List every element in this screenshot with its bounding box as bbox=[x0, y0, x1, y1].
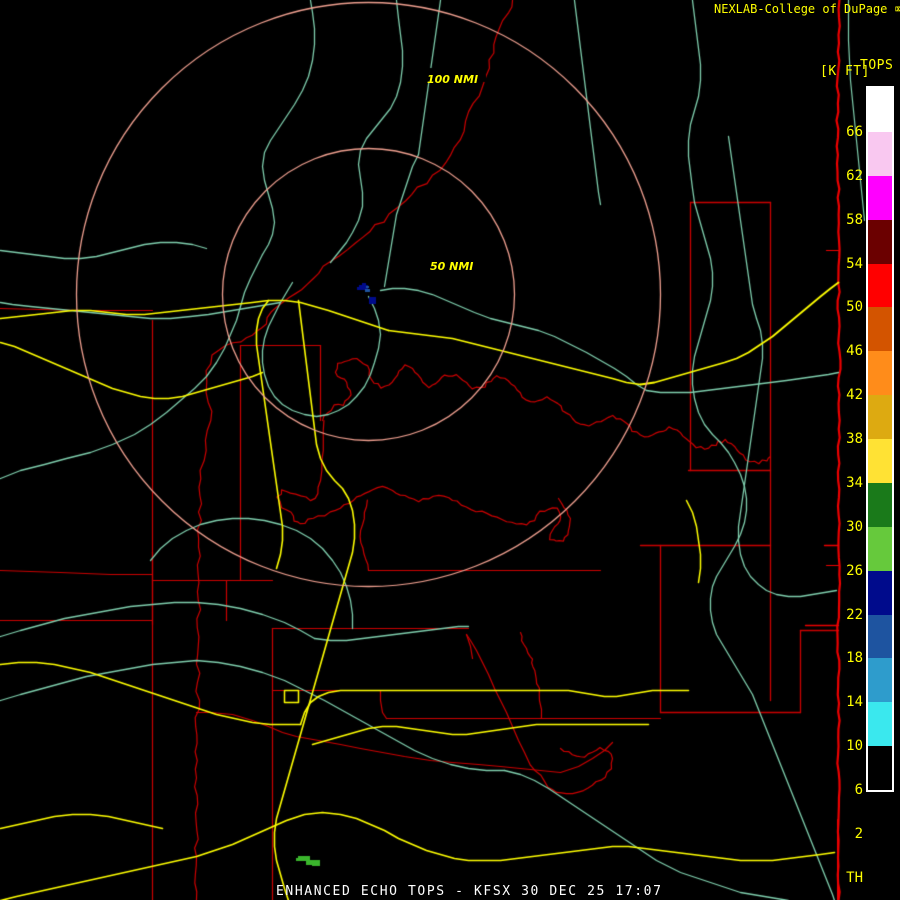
colorbar-tick-18: 18 bbox=[846, 650, 863, 667]
header-credit-label: NEXLAB-College of DuPage ⌧ bbox=[714, 2, 900, 16]
colorbar-band-54 bbox=[868, 219, 892, 264]
colorbar-tick-54: 54 bbox=[846, 255, 863, 272]
colorbar-tick-66: 66 bbox=[846, 123, 863, 140]
colorbar-band-10 bbox=[868, 702, 892, 747]
colorbar-band-58 bbox=[868, 175, 892, 220]
colorbar-tick-22: 22 bbox=[846, 606, 863, 623]
colorbar-tick-42: 42 bbox=[846, 387, 863, 404]
colorbar-band-14 bbox=[868, 658, 892, 703]
colorbar-band-34 bbox=[868, 439, 892, 483]
colorbar-tick-62: 62 bbox=[846, 167, 863, 184]
range-ring-label-50nmi: 50 NMI bbox=[430, 260, 474, 273]
colorbar-tick-th: TH bbox=[846, 869, 863, 886]
colorbar-tick-6: 6 bbox=[854, 782, 863, 798]
colorbar-band-42 bbox=[868, 351, 892, 396]
colorbar[interactable] bbox=[866, 86, 894, 792]
colorbar-units-label: [K FT] bbox=[820, 64, 870, 79]
colorbar-band-30 bbox=[868, 482, 892, 527]
colorbar-band-62 bbox=[868, 131, 892, 176]
colorbar-tick-labels: 66 62 58 54 50 46 42 38 34 30 26 22 18 14 10 6 2 TH bbox=[831, 86, 865, 886]
footer-status-label: ENHANCED ECHO TOPS - KFSX 30 DEC 25 17:0… bbox=[276, 884, 663, 899]
colorbar-tick-46: 46 bbox=[846, 343, 863, 360]
colorbar-tick-10: 10 bbox=[846, 738, 863, 755]
colorbar-band-50 bbox=[868, 263, 892, 308]
colorbar-band-18 bbox=[868, 614, 892, 659]
colorbar-tick-2: 2 bbox=[854, 825, 863, 842]
colorbar-tick-30: 30 bbox=[846, 518, 863, 535]
colorbar-band-6 bbox=[868, 746, 892, 790]
colorbar-tick-34: 34 bbox=[846, 474, 863, 491]
colorbar-band-46 bbox=[868, 307, 892, 352]
colorbar-tick-58: 58 bbox=[846, 211, 863, 228]
colorbar-tick-14: 14 bbox=[846, 694, 863, 711]
colorbar-band-38 bbox=[868, 395, 892, 439]
colorbar-tick-38: 38 bbox=[846, 431, 863, 447]
colorbar-band-26 bbox=[868, 526, 892, 571]
colorbar-tick-26: 26 bbox=[846, 562, 863, 579]
colorbar-title-label: TOPS bbox=[860, 58, 894, 73]
range-ring-label-100nmi: 100 NMI bbox=[427, 73, 479, 86]
colorbar-band-22 bbox=[868, 570, 892, 615]
colorbar-tick-50: 50 bbox=[846, 299, 863, 316]
colorbar-band-66 bbox=[868, 88, 892, 132]
